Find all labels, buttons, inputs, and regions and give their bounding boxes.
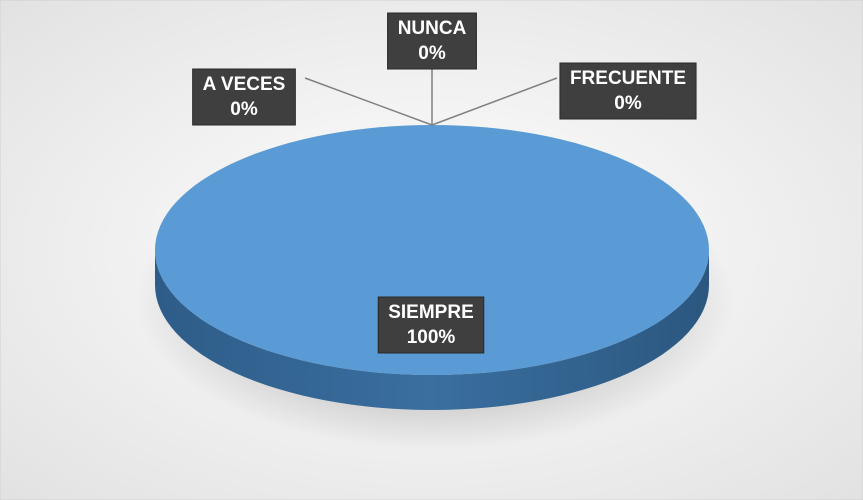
value-label: 0% [230, 99, 258, 120]
label-box [387, 12, 477, 70]
label-box [192, 68, 296, 126]
value-label: 0% [418, 43, 446, 64]
category-label: SIEMPRE [388, 302, 474, 323]
leader-line [304, 77, 433, 126]
leader-line [431, 77, 558, 126]
data-labels: SIEMPRE 100% A VECES 0% NUNCA 0% FRECUENTE 0% [192, 12, 697, 354]
category-label: A VECES [203, 74, 286, 95]
pie-slice [155, 125, 709, 375]
label-box [559, 62, 697, 120]
value-label: 100% [407, 327, 456, 348]
pie [155, 125, 709, 410]
category-label: NUNCA [398, 18, 467, 39]
pie-side [155, 250, 709, 410]
value-label: 0% [614, 93, 642, 114]
category-label: FRECUENTE [570, 68, 686, 89]
label-box [377, 296, 485, 354]
